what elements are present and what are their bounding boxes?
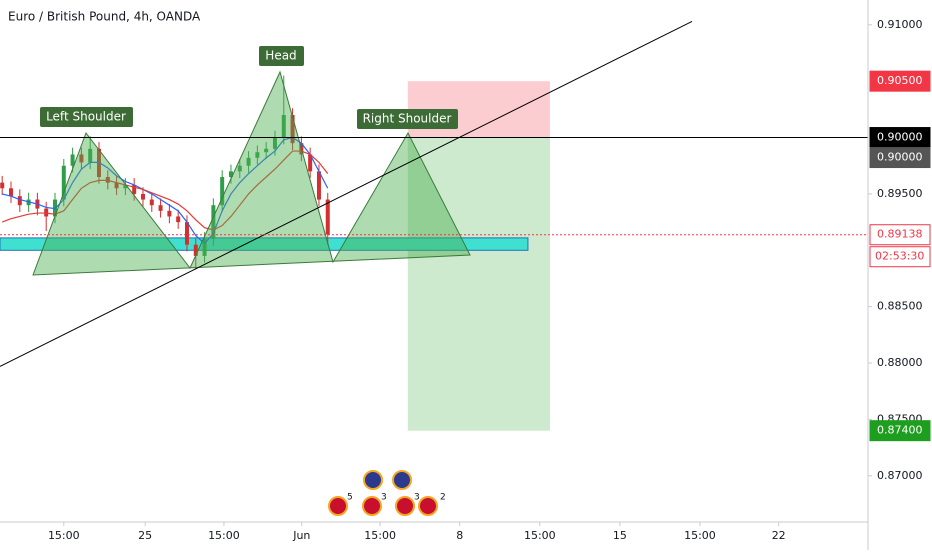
trendline (0, 20, 693, 367)
annotation-box (259, 46, 304, 66)
candle-body (308, 154, 313, 172)
candle-body (184, 222, 189, 245)
candle-body (158, 205, 163, 211)
candle-body (176, 216, 181, 223)
y-tick-label: 0.91000 (877, 18, 923, 31)
price-label: 0.90000 (877, 131, 923, 144)
event-icon[interactable] (418, 496, 438, 516)
event-count: 2 (440, 493, 446, 503)
ma-line (1, 150, 329, 231)
candle-body (0, 182, 5, 189)
x-tick-label: 15:00 (524, 529, 556, 542)
x-tick-label: Jun (292, 529, 310, 542)
candle-body (220, 177, 225, 206)
candle-body (149, 199, 154, 206)
candle-body (8, 188, 13, 197)
event-count: 3 (381, 493, 387, 503)
annotation: Right Shoulder (363, 112, 452, 126)
candle-body (202, 239, 207, 256)
candle-body (123, 184, 128, 189)
candle-body (228, 171, 233, 178)
support-zone (0, 237, 529, 251)
price-label: 0.89138 (877, 228, 923, 241)
event-icon[interactable] (363, 470, 383, 490)
annotation: Left Shoulder (46, 110, 126, 124)
candle-body (132, 184, 137, 194)
annotation: Head (265, 49, 296, 63)
candle-body (325, 199, 330, 235)
annotation-box (40, 107, 133, 127)
front-layer (0, 20, 868, 367)
candle-body (281, 114, 286, 138)
candle-body (114, 182, 119, 189)
x-tick-label: 22 (772, 529, 786, 542)
annotation-box (357, 109, 458, 129)
event-icon[interactable] (328, 496, 348, 516)
candle-body (237, 165, 242, 172)
candle-body (264, 148, 269, 153)
price-label: 0.87400 (877, 424, 923, 437)
candle-body (70, 154, 75, 166)
pattern-shape (32, 70, 471, 276)
x-tick-label: 15:00 (684, 529, 716, 542)
event-count: 5 (347, 493, 353, 503)
candle-body (167, 210, 172, 217)
x-tick-label: 15:00 (364, 529, 396, 542)
x-tick-label: 15 (613, 529, 627, 542)
price-label-box (869, 420, 931, 442)
price-label-box (869, 70, 931, 92)
chart-title: Euro / British Pound, 4h, OANDA (8, 10, 201, 24)
price-label: 0.90500 (877, 74, 923, 87)
ma-line (2, 136, 329, 245)
event-icon[interactable] (362, 496, 382, 516)
candle-body (193, 244, 198, 256)
y-tick-label: 0.87000 (877, 469, 923, 482)
candle-body (88, 148, 93, 163)
price-label-box (869, 224, 931, 246)
back-layer (0, 81, 550, 431)
x-tick-label: 25 (138, 529, 152, 542)
target-zone (407, 137, 550, 431)
countdown-box (869, 246, 931, 268)
candle-body (255, 152, 260, 158)
candle-body (140, 193, 145, 200)
candle-body (17, 196, 22, 206)
candle-body (290, 114, 295, 144)
candle-body (61, 165, 66, 200)
y-tick-label: 0.89500 (877, 187, 923, 200)
event-icon[interactable] (392, 470, 412, 490)
y-tick-label: 0.88000 (877, 356, 923, 369)
y-tick-label: 0.88500 (877, 300, 923, 313)
price-label: 0.90000 (877, 151, 923, 164)
events: 5 3 3 2 (328, 470, 446, 516)
candle-body (79, 154, 84, 163)
candle-body (246, 157, 251, 166)
event-icon[interactable] (395, 496, 415, 516)
event-count: 3 (414, 493, 420, 503)
x-tick-label: 15:00 (48, 529, 80, 542)
candle-layer (0, 75, 330, 270)
price-label-box (869, 147, 931, 169)
candle-body (211, 205, 216, 240)
x-tick-label: 8 (456, 529, 463, 542)
countdown: 02:53:30 (875, 250, 924, 263)
axis-layer: 0.910000.895000.885000.880000.875000.870… (48, 18, 931, 542)
candle-body (316, 171, 321, 200)
candle-body (272, 137, 277, 149)
x-tick-label: 15:00 (208, 529, 240, 542)
